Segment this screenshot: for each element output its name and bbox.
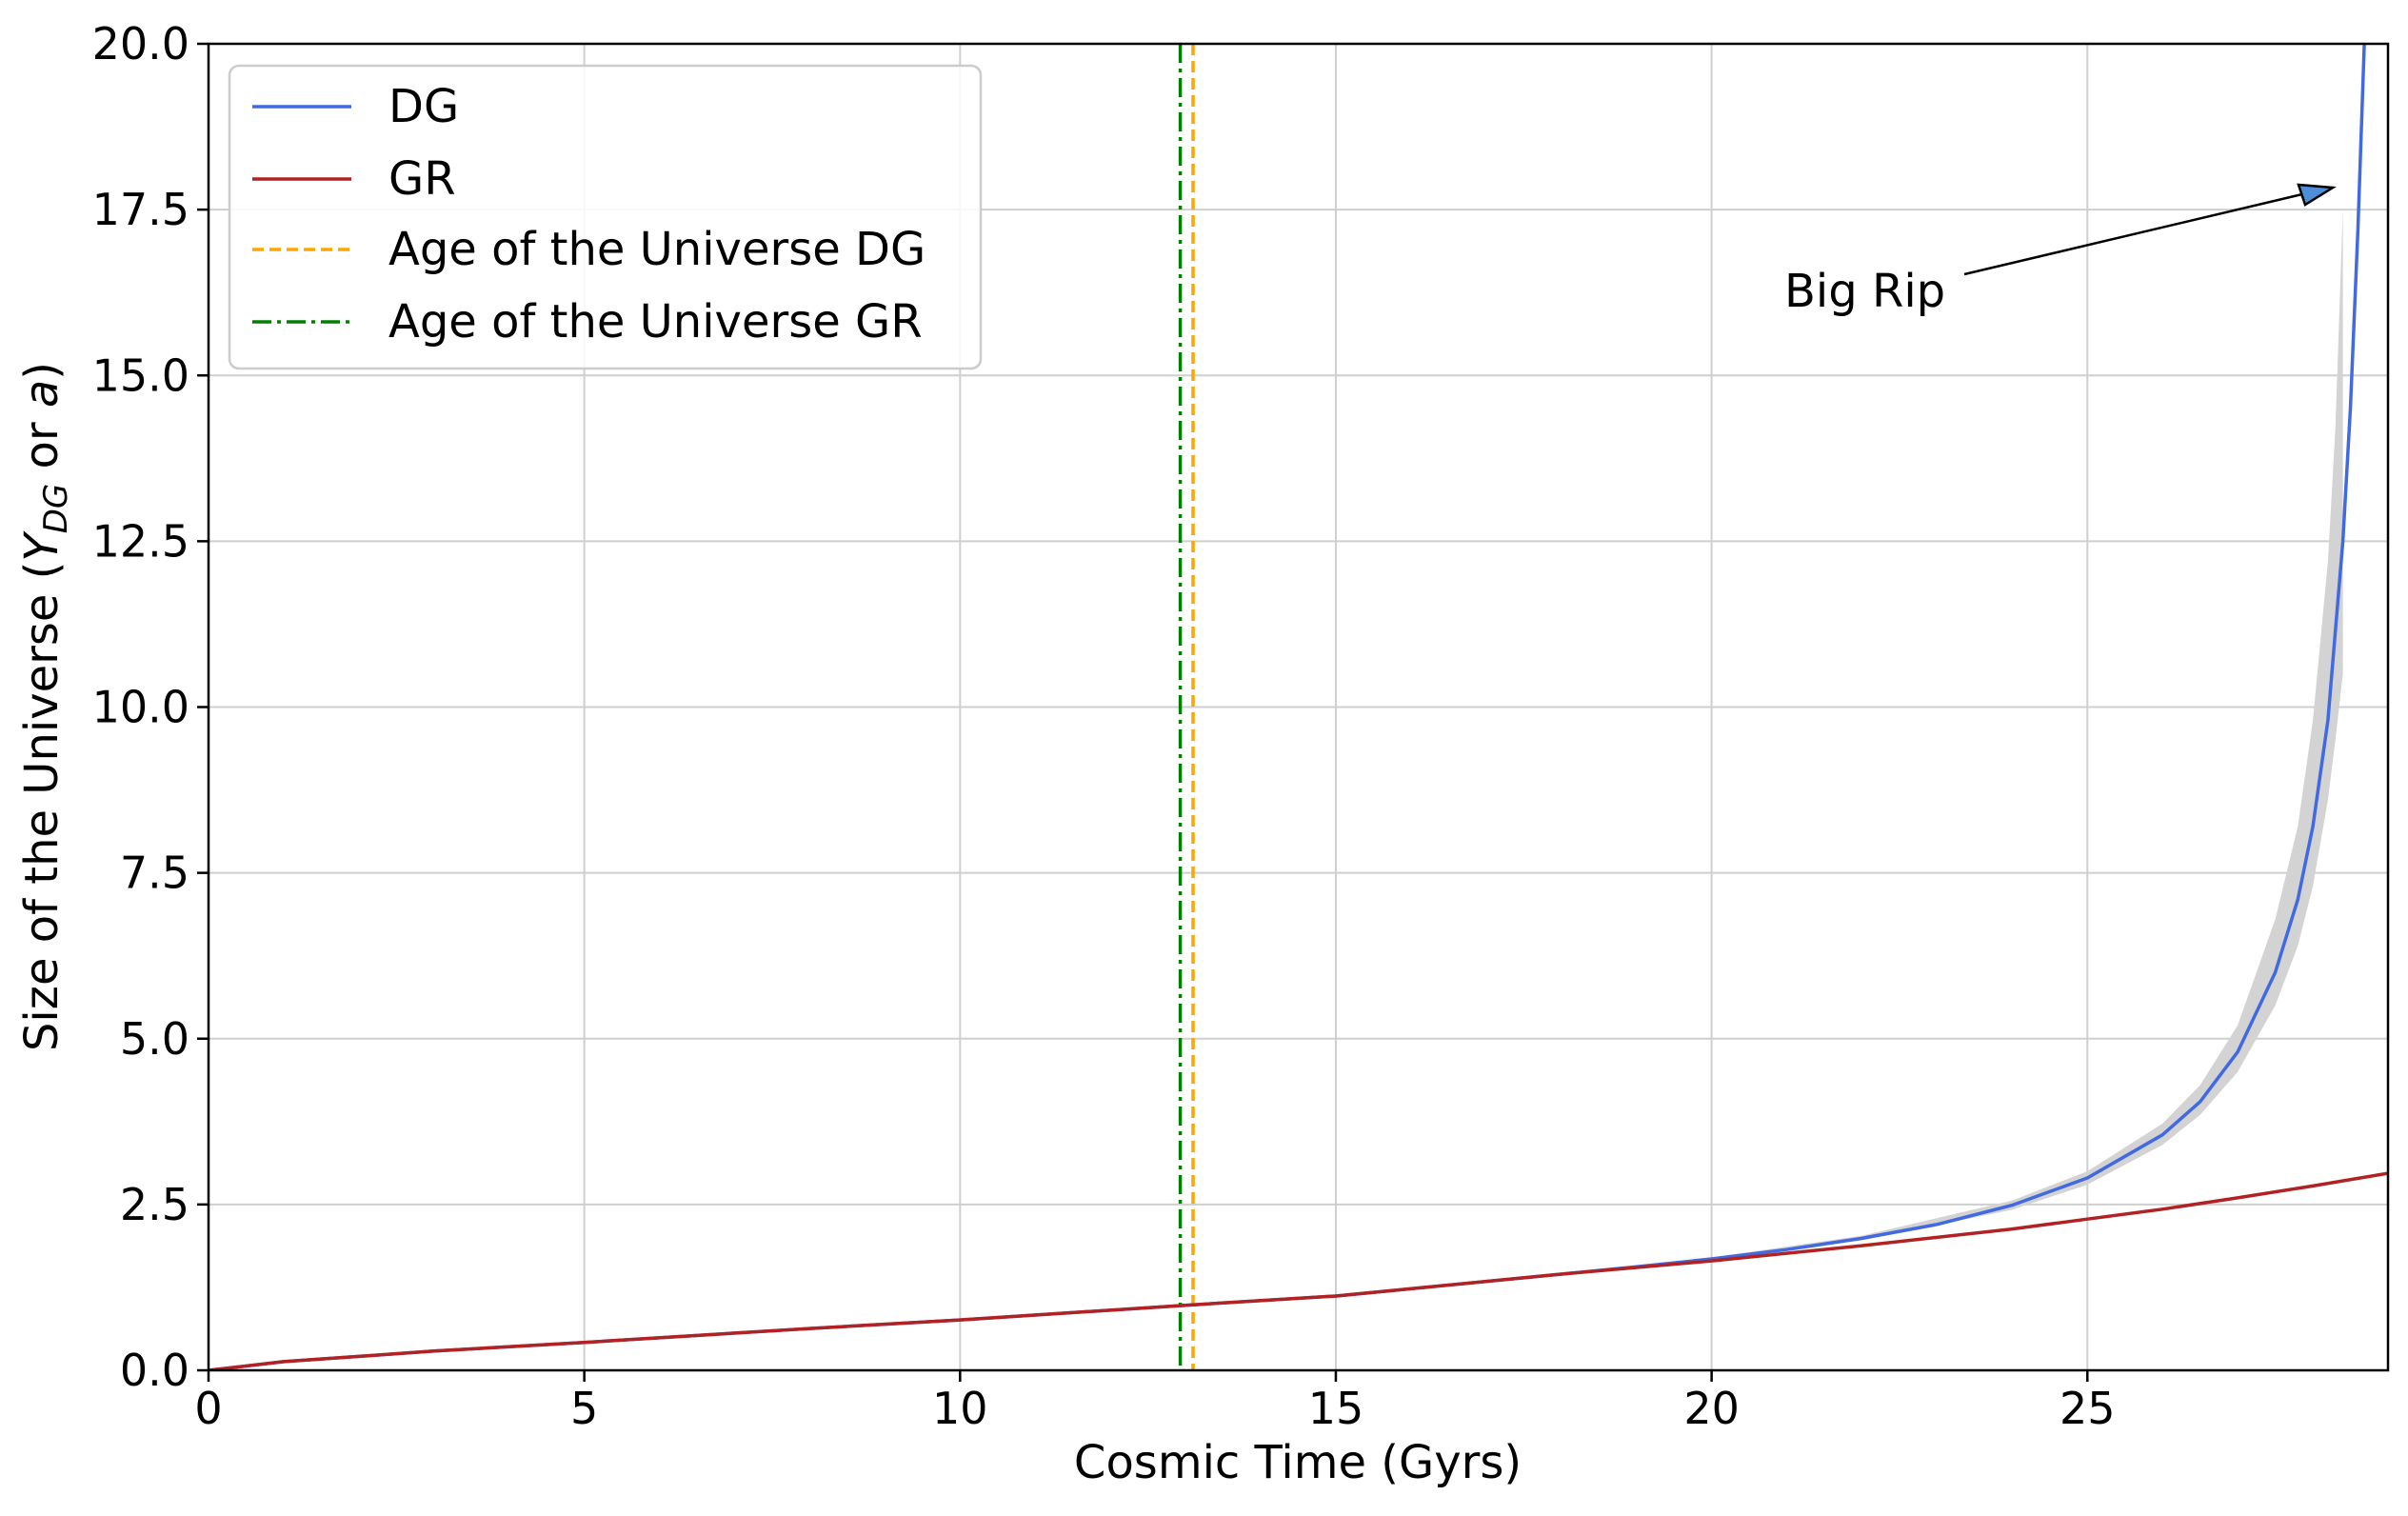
- y-tick-label: 5.0: [120, 1013, 189, 1065]
- legend-label-age-gr: Age of the Universe GR: [388, 295, 923, 349]
- big-rip-annotation: Big Rip: [1784, 183, 2337, 318]
- legend-item-dg: DG: [252, 80, 459, 133]
- big-rip-arrow-head: [2297, 183, 2337, 207]
- y-tick-label: 12.5: [92, 515, 189, 567]
- uncertainty-band: [1711, 209, 2343, 1261]
- y-tick-label: 15.0: [92, 349, 189, 401]
- y-tick-label: 7.5: [120, 848, 189, 899]
- series-line-gr: [209, 1171, 2388, 1370]
- legend-label-dg: DG: [388, 80, 459, 133]
- big-rip-label: Big Rip: [1784, 265, 1945, 318]
- y-axis-label: Size of the Universe (YDG or a): [15, 362, 75, 1051]
- legend: DG GR Age of the Universe DG Age of the …: [228, 64, 983, 370]
- x-tick-label: 5: [570, 1383, 598, 1434]
- legend-box: [228, 64, 983, 370]
- y-tick-label: 10.0: [92, 682, 189, 733]
- y-tick-label: 2.5: [120, 1179, 189, 1230]
- y-tick-label: 17.5: [92, 184, 189, 235]
- tick-layer: 0 5 10 15 20 25 0.0 2.5 5.0 7.5 10.0 12.5 15.0 17.5 20…: [92, 18, 2116, 1434]
- legend-item-age-gr: Age of the Universe GR: [252, 295, 923, 349]
- x-axis-label: Cosmic Time (Gyrs): [1074, 1436, 1522, 1489]
- y-tick-label: 20.0: [92, 18, 189, 70]
- grid-layer: [208, 43, 2388, 1371]
- legend-item-gr: GR: [252, 152, 456, 206]
- x-tick-label: 10: [932, 1383, 988, 1434]
- legend-label-gr: GR: [388, 152, 456, 206]
- x-tick-label: 20: [1683, 1383, 1740, 1434]
- y-tick-label: 0.0: [120, 1345, 189, 1396]
- x-tick-label: 0: [194, 1383, 222, 1434]
- x-tick-label: 25: [2060, 1383, 2116, 1434]
- data-layer: [209, 44, 2388, 1370]
- x-tick-label: 15: [1308, 1383, 1364, 1434]
- legend-item-age-dg: Age of the Universe DG: [252, 223, 925, 276]
- big-rip-arrow-line: [1963, 192, 2303, 276]
- legend-label-age-dg: Age of the Universe DG: [388, 223, 925, 276]
